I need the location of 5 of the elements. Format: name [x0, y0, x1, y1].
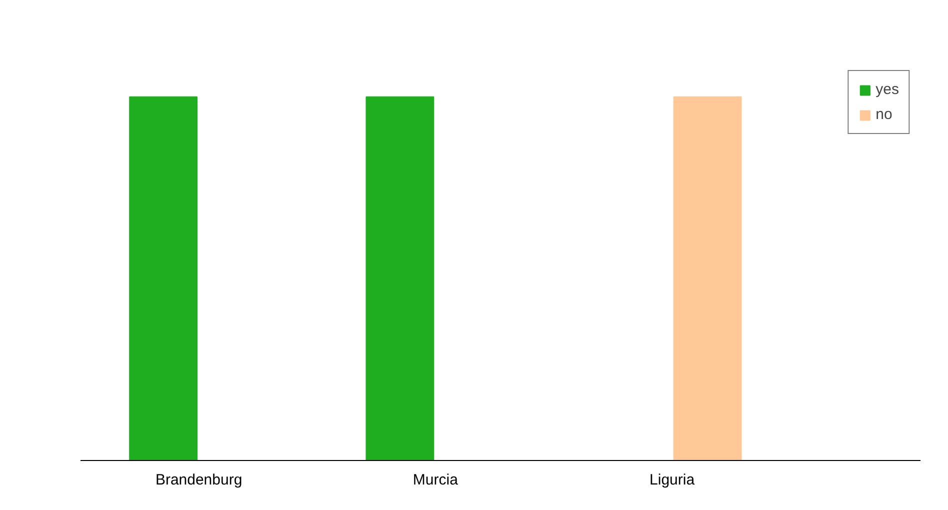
legend-label: yes — [876, 81, 899, 98]
x-tick-label: Liguria — [650, 472, 696, 488]
x-tick-label: Murcia — [412, 472, 459, 488]
x-tick-label: Brandenburg — [155, 472, 242, 488]
legend-label: no — [876, 106, 894, 123]
